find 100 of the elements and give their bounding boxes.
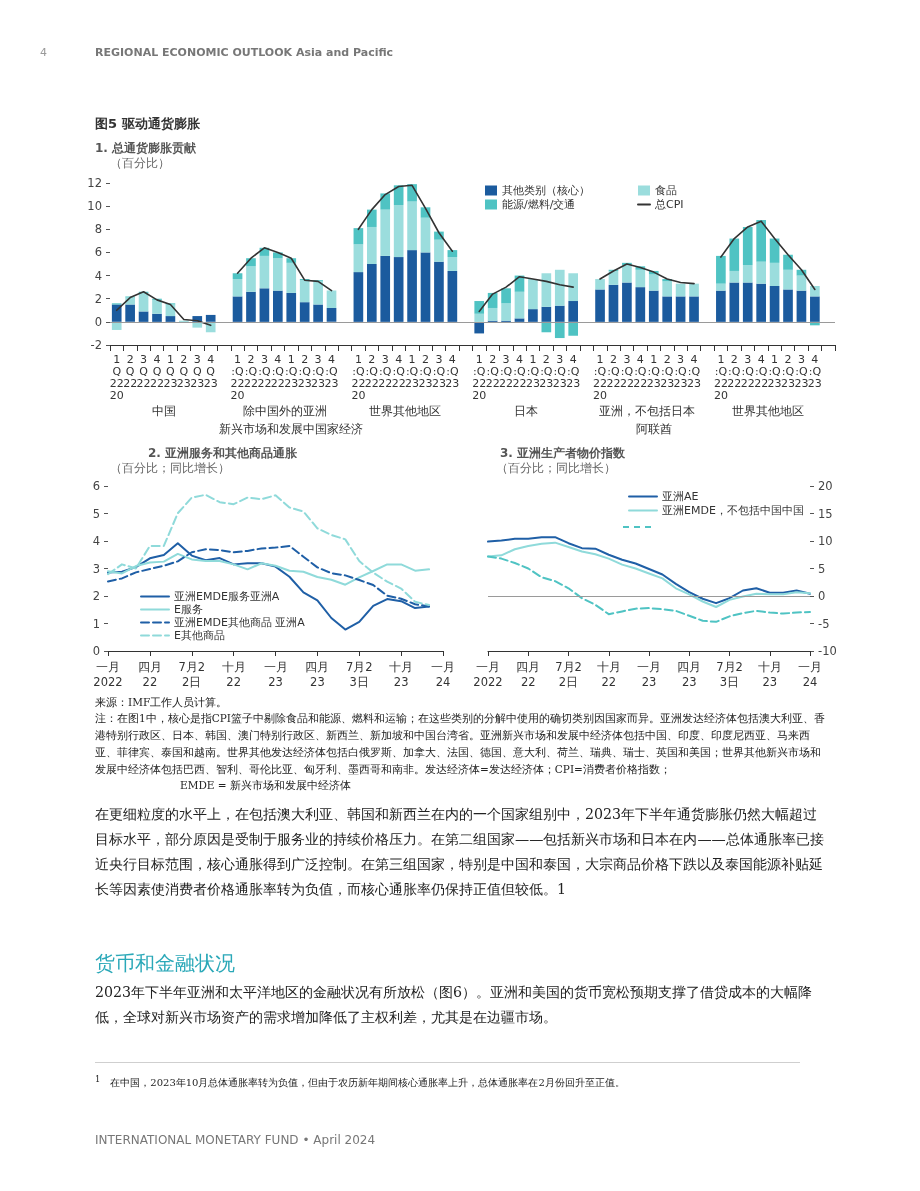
text: REGIONAL ECONOMIC OUTLOOK Asia and Pacific [95,46,395,59]
x-tick-label: 2 :Q 22 [364,352,379,390]
chart-title: 1. 总通货膨胀贡献 [95,141,198,155]
y2-tick-label: -5 [818,616,830,631]
legend-label: E其他商品 [174,629,225,642]
x-tick-label: 7月2 2日 [555,659,582,689]
x-tick-label: 1 :Q 23 [646,352,661,390]
x-tick-label: 3 :Q 22 [378,352,393,390]
text: 中国 [151,404,176,418]
x-tick-label: 2 :Q 22 [243,352,258,390]
x-tick-label: 2 :Q 23 [660,352,675,390]
legend-label: 能源/燃料/交通 [502,198,576,211]
x-tick-label: 一月 24 [798,659,822,689]
x-tick-label: 3 :Q 23 [431,352,446,390]
y-tick-label: -2 [90,338,102,352]
x-tick-label: 2 Q 22 [123,352,138,390]
x-tick-label: 一月 23 [263,659,288,689]
y2-tick-label: 5 [818,561,826,576]
x-tick-label: 十月 22 [596,659,621,689]
x-tick-label: 4 :Q 22 [391,352,406,390]
y-tick-label: 2 [94,291,102,306]
x-tick-label: 4 :Q 22 [633,352,648,390]
x-tick-label: 4 :Q 23 [807,352,822,390]
text: 阿联酋 [635,422,672,436]
text: 在更细粒度的水平上，在包括澳大利亚、韩国和新西兰在内的一个国家组别中，2023年下半年通货膨胀仍然大幅超过目标水平，部分原因是受制于服务业的持续价格压力。在第二组国家——包括新兴市场和日本在内——总体通胀率已接近央行目标范围，核心通胀得到广泛控制。在第三组国家，特别是中国和泰国，大宗商品价格下跌以及泰国能源补贴延长等因素使消费者价格通胀率转为负值，而核心通胀率仍保持正值但较低。1 [95,805,825,899]
x-tick-label: 四月 22 [516,659,541,689]
y-tick-label: 0 [92,644,100,658]
x-tick-label: 4 :Q 23 [566,352,581,390]
legend-label: 其他类别（核心） [502,184,590,197]
y-tick-label: 1 [92,616,100,631]
x-tick-label: 2 :Q 23 [297,352,312,390]
text: 4 [40,46,48,59]
legend-label: 亚洲EMDE，不包括中国中国 [662,504,804,517]
text: 新兴市场和发展中国家经济 [219,422,364,436]
y-axis-title: （百分比；同比增长） [496,461,616,475]
x-tick-label: 7月2 3日 [345,659,373,689]
x-tick-label: 7月2 3日 [716,659,743,689]
y-tick-label: 10 [87,199,102,214]
text: 世界其他地区 [369,404,442,418]
x-tick-label: 1 :Q 22 20 [713,352,728,402]
x-tick-label: 4 :Q 23 [324,352,339,390]
legend-label: E服务 [174,603,203,616]
y-tick-label: 0 [94,314,102,329]
legend-label: 亚洲EMDE其他商品 亚洲A [174,616,306,629]
y2-tick-label: 15 [818,506,833,521]
chart-title: 2. 亚洲服务和其他商品通胀 [148,446,299,460]
y-axis-title: （百分比；同比增长） [110,461,230,475]
legend-label: 亚洲EMDE服务亚洲A [174,590,280,603]
x-tick-label: 4 :Q 22 [270,352,285,390]
x-tick-label: 一月 24 [431,659,455,689]
x-tick-label: 四月 22 [137,659,162,689]
x-tick-label: 1 :Q 22 20 [351,352,366,402]
y2-tick-label: -10 [818,644,837,658]
x-tick-label: 2 :Q 22 [727,352,742,390]
x-tick-label: 十月 22 [221,659,246,689]
legend-label: 总CPI [654,198,684,211]
source-note: 来源：IMF工作人员计算。 [95,695,229,710]
x-tick-label: 4 Q 22 [149,352,164,390]
x-tick-label: 1 :Q 23 [767,352,782,390]
y-axis-title: （百分比） [110,156,170,170]
x-tick-label: 2 :Q 23 [539,352,554,390]
y-tick-label: 12 [87,176,102,190]
y-tick-label: 6 [94,245,102,260]
text: INTERNATIONAL MONETARY FUND • April 2024 [95,1133,377,1147]
x-tick-label: 3 :Q 23 [552,352,567,390]
x-tick-label: 3 :Q 22 [499,352,514,390]
x-tick-label: 四月 23 [677,659,702,689]
y-tick-label: 4 [94,268,102,283]
x-tick-label: 4 :Q 23 [445,352,460,390]
x-tick-label: 十月 23 [389,659,414,689]
x-tick-label: 3 :Q 22 [740,352,755,390]
text: 世界其他地区 [731,404,804,418]
text: 除中国外的亚洲 [242,404,327,418]
x-tick-label: 1 Q 23 [163,352,178,390]
x-tick-label: 1 :Q 22 20 [593,352,608,402]
x-tick-label: 2 :Q 23 [418,352,433,390]
legend-label: 亚洲AE [662,490,699,503]
x-tick-label: 4 :Q 22 [754,352,769,390]
x-tick-label: 3 :Q 23 [311,352,326,390]
y2-tick-label: 0 [818,589,826,603]
x-tick-label: 3 :Q 22 [257,352,272,390]
text: $^{1}$ 在中国，2023年10月总体通胀率转为负值，但由于农历新年期间核心通胀率上升，总体通胀率在2月份回升至正值。 [95,1074,625,1089]
x-tick-label: 4 :Q 23 [687,352,702,390]
x-tick-label: 4 :Q 22 [512,352,527,390]
text: 亚洲，不包括日本 [599,404,696,418]
x-tick-label: 一月 2022 [473,659,503,689]
x-tick-label: 1 Q 22 20 [109,352,124,402]
text: 图5 驱动通货膨胀 [95,115,200,133]
chart-title: 3. 亚洲生产者物价指数 [500,446,627,460]
x-tick-label: 3 :Q 23 [794,352,809,390]
x-tick-label: 1 :Q 22 20 [472,352,487,402]
x-tick-label: 四月 23 [305,659,330,689]
x-tick-label: 3 Q 23 [190,352,205,390]
y-tick-label: 3 [92,561,100,576]
x-tick-label: 2 :Q 22 [485,352,500,390]
x-tick-label: 1 :Q 23 [284,352,299,390]
x-tick-label: 3 Q 22 [136,352,151,390]
x-tick-label: 2 Q 23 [176,352,191,390]
x-tick-label: 一月 2022 [93,659,123,689]
text: 2023年下半年亚洲和太平洋地区的金融状况有所放松（图6）。亚洲和美国的货币宽松预期支撑了借贷成本的大幅降低，全球对新兴市场资产的需求增加降低了主权利差，尤其是在边疆市场。 [95,983,814,1027]
